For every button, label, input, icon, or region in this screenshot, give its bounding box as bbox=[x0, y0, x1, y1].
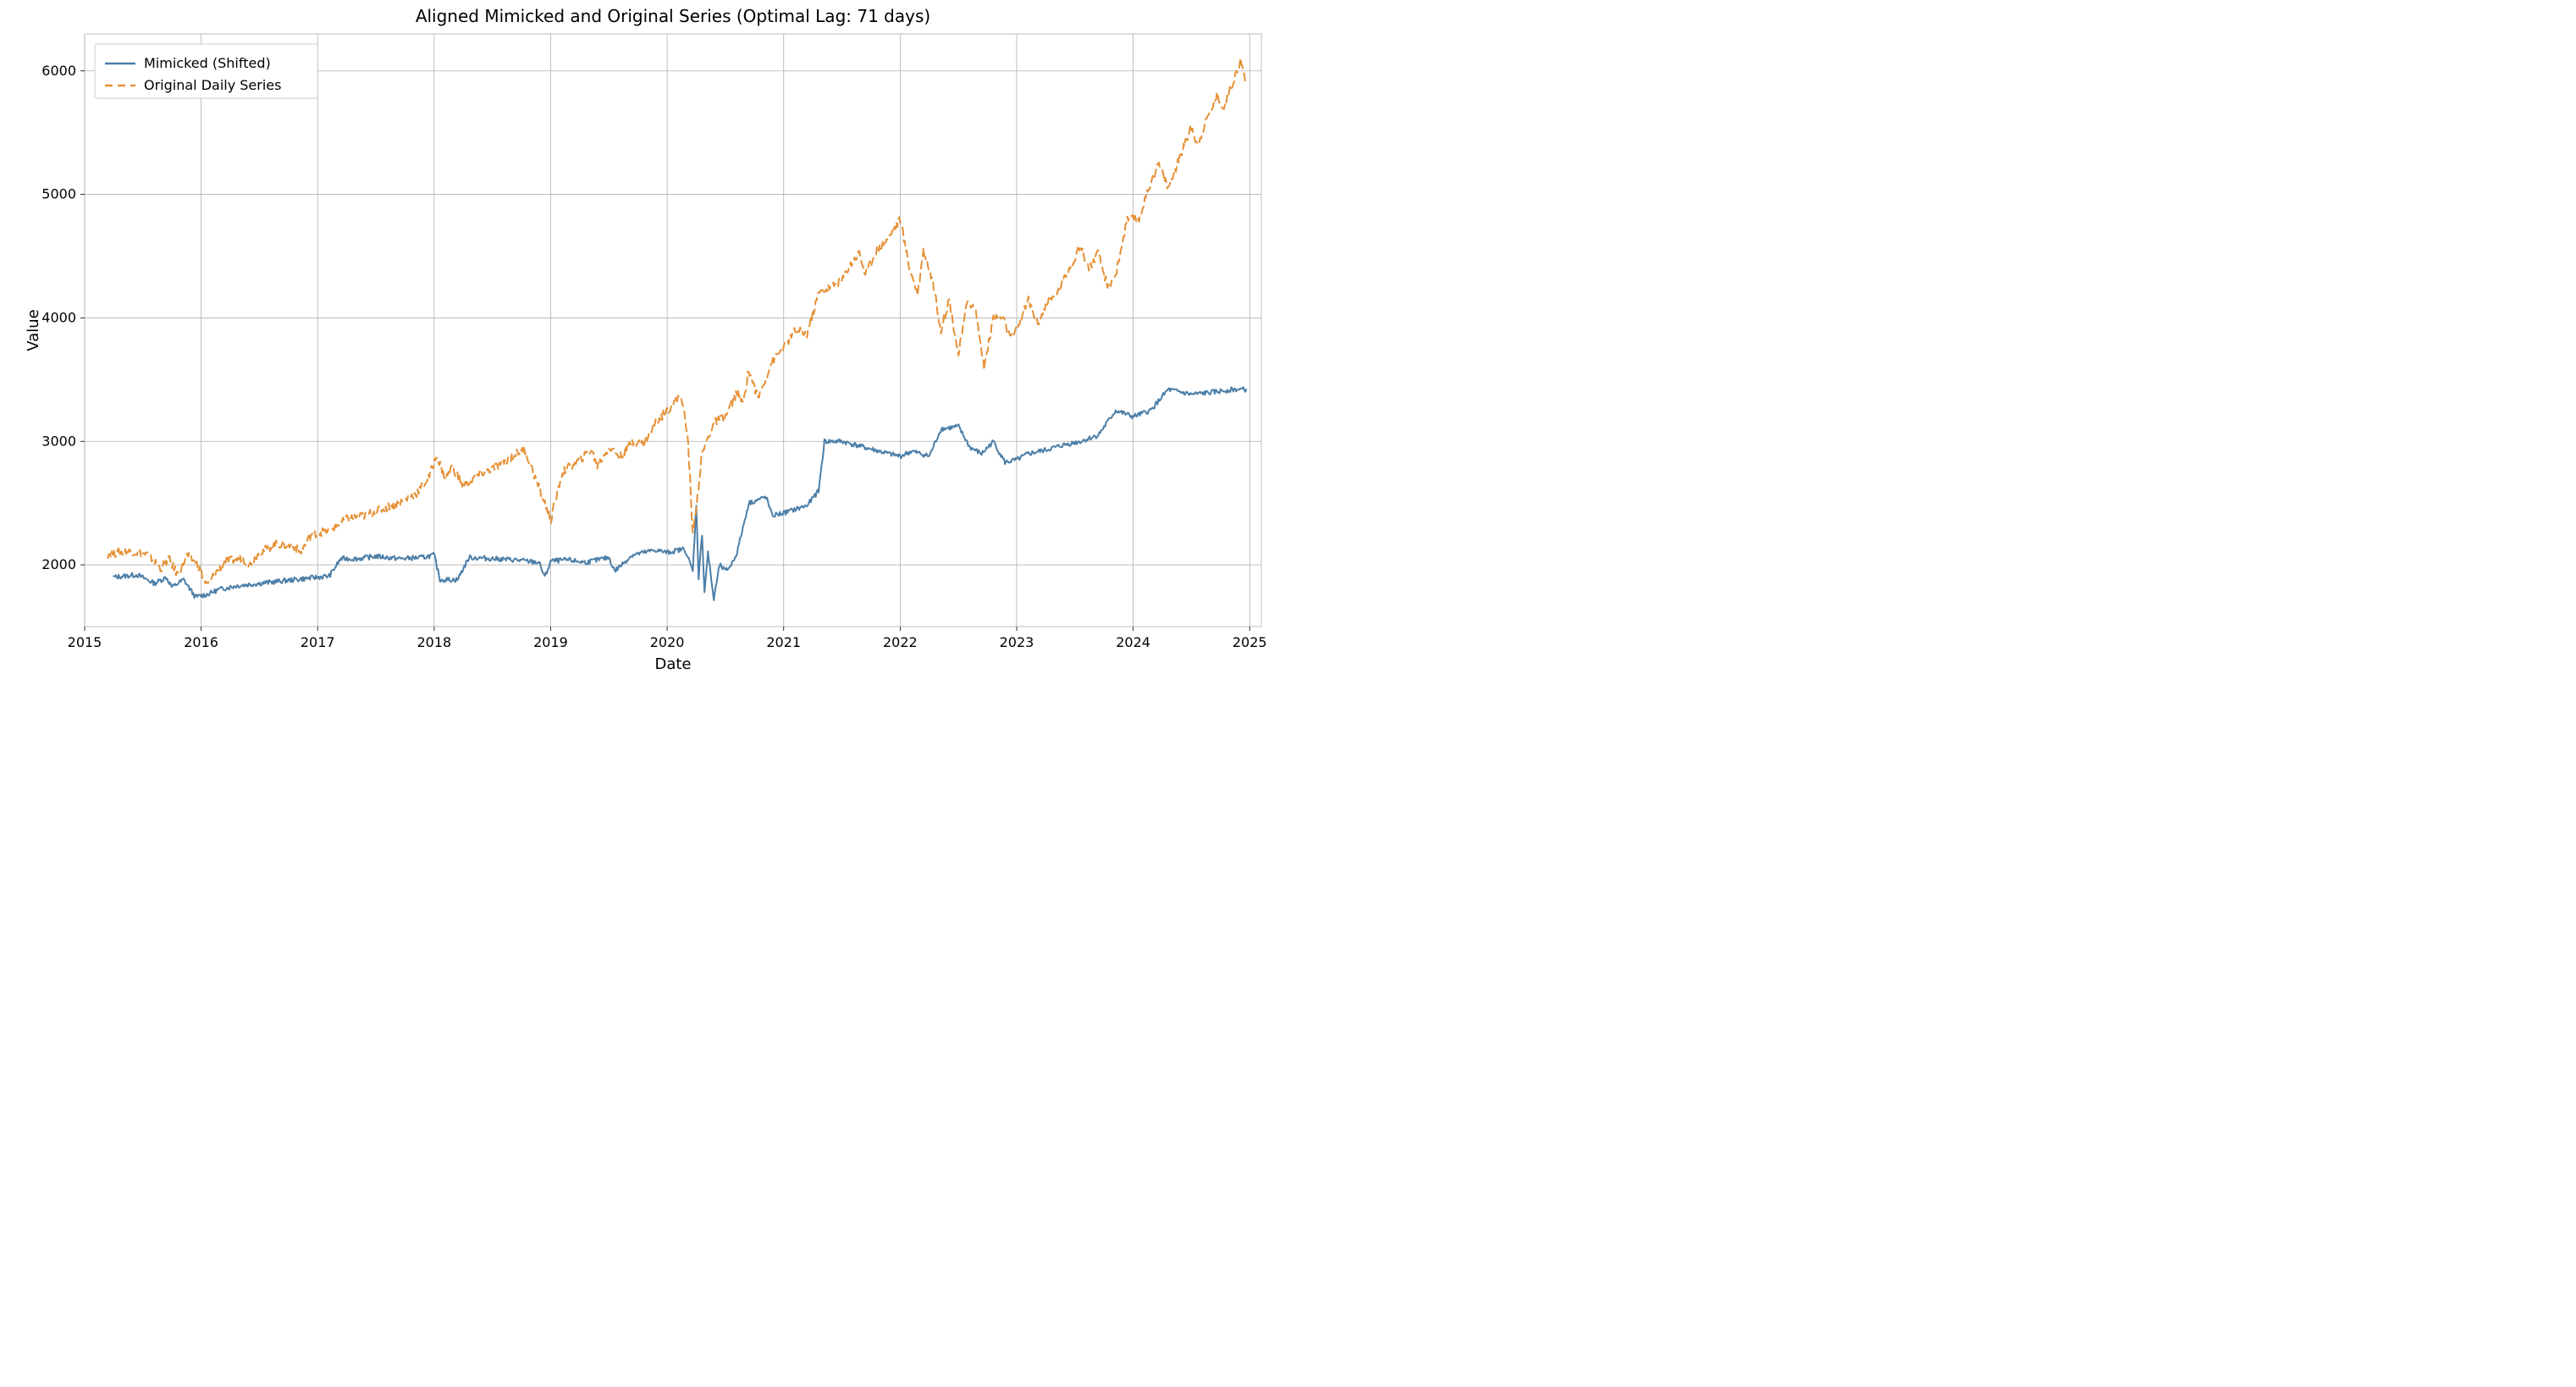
ytick-label: 3000 bbox=[41, 433, 76, 449]
xtick-label: 2022 bbox=[883, 634, 918, 650]
ytick-label: 2000 bbox=[41, 556, 76, 572]
xlabel: Date bbox=[654, 655, 691, 673]
xtick-label: 2019 bbox=[533, 634, 568, 650]
legend: Mimicked (Shifted) Original Daily Series bbox=[95, 44, 317, 98]
chart-background bbox=[0, 0, 1288, 694]
xtick-label: 2021 bbox=[766, 634, 801, 650]
ylabel: Value bbox=[25, 309, 42, 351]
ytick-label: 6000 bbox=[41, 63, 76, 79]
xtick-label: 2015 bbox=[68, 634, 102, 650]
legend-label: Original Daily Series bbox=[144, 77, 281, 93]
xtick-label: 2016 bbox=[184, 634, 218, 650]
xtick-label: 2024 bbox=[1116, 634, 1150, 650]
xtick-label: 2018 bbox=[417, 634, 452, 650]
xtick-label: 2023 bbox=[1000, 634, 1034, 650]
chart-title: Aligned Mimicked and Original Series (Op… bbox=[416, 6, 930, 26]
ytick-label: 5000 bbox=[41, 186, 76, 202]
xtick-label: 2020 bbox=[650, 634, 685, 650]
ytick-label: 4000 bbox=[41, 309, 76, 325]
chart-container: 2015 2016 2017 2018 2019 2020 2021 2022 2023 2024… bbox=[0, 0, 1288, 694]
line-chart: 2015 2016 2017 2018 2019 2020 2021 2022 2023 2024… bbox=[0, 0, 1288, 694]
legend-label: Mimicked (Shifted) bbox=[144, 55, 271, 71]
xtick-label: 2025 bbox=[1233, 634, 1267, 650]
xtick-label: 2017 bbox=[301, 634, 335, 650]
